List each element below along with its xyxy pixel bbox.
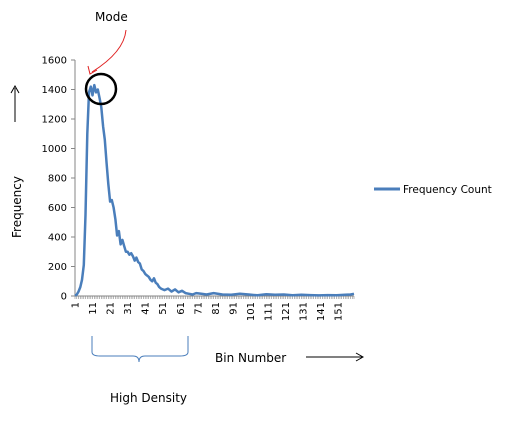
y-tick-label: 800: [48, 174, 67, 185]
x-tick-label: 131: [299, 302, 310, 321]
x-tick-label: 21: [106, 302, 117, 315]
x-tick-label: 11: [88, 302, 99, 315]
y-tick-labels: 0 200 400 600 800 1000 1200 1400 1600: [42, 56, 67, 303]
y-tick-label: 0: [61, 292, 67, 303]
mode-arrow-head: [87, 65, 98, 75]
x-tick-label: 61: [176, 302, 187, 315]
x-tick-label: 51: [158, 302, 169, 315]
legend: Frequency Count: [374, 184, 492, 196]
x-tick-label: 31: [123, 302, 134, 315]
y-tick-label: 1600: [42, 56, 67, 67]
x-tick-label: 1: [71, 302, 82, 308]
high-density-brace: [91, 336, 189, 363]
x-tick-label: 151: [334, 302, 345, 321]
y-axis-label: Frequency: [10, 176, 24, 238]
high-density-label: High Density: [110, 391, 187, 405]
x-tick-label: 121: [281, 302, 292, 321]
x-axis-label: Bin Number: [215, 351, 286, 365]
y-axis-arrow: [10, 84, 20, 122]
y-tick-label: 600: [48, 203, 67, 214]
mode-annotation-label: Mode: [95, 10, 128, 24]
y-tick-label: 1400: [42, 85, 67, 96]
x-tick-label: 81: [211, 302, 222, 315]
mode-arrow: [91, 29, 127, 73]
x-tick-label: 141: [316, 302, 327, 321]
mode-circle: [84, 72, 118, 106]
x-tick-label: 41: [141, 302, 152, 315]
series-line-frequency-count: [74, 83, 355, 297]
x-tick-label: 101: [246, 302, 257, 321]
y-tick-label: 1000: [42, 144, 67, 155]
x-axis-arrow: [306, 352, 365, 362]
x-tick-labels: 1 11 21 31 41 51 61 71 81 91 101 111 121 131 141 151: [71, 302, 345, 321]
x-tick-label: 71: [193, 302, 204, 315]
y-tick-label: 400: [48, 233, 67, 244]
x-tick-label: 111: [264, 302, 275, 321]
legend-label: Frequency Count: [403, 184, 492, 196]
x-tick-label: 91: [228, 302, 239, 315]
y-tick-label: 200: [48, 262, 67, 273]
axes: [71, 59, 355, 299]
y-tick-label: 1200: [42, 115, 67, 126]
